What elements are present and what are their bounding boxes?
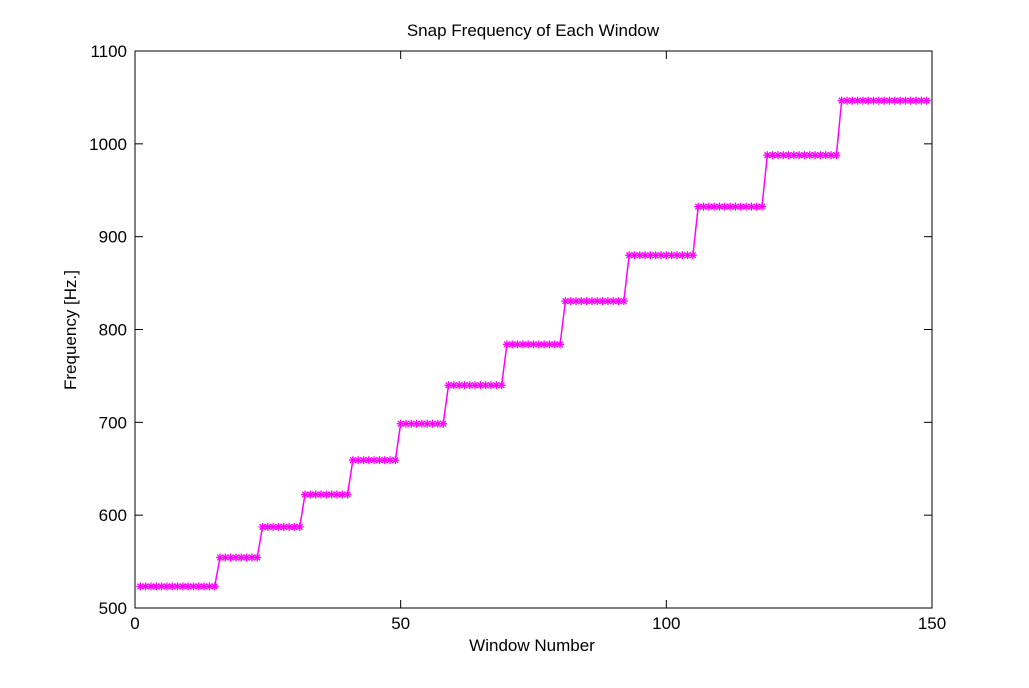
data-point [922, 96, 931, 105]
x-axis-label: Window Number [469, 636, 595, 655]
x-tick-label: 50 [391, 614, 410, 633]
data-point [609, 297, 618, 306]
data-point [513, 340, 522, 349]
data-point [619, 297, 628, 306]
data-point [497, 381, 506, 390]
data-point [805, 151, 814, 160]
data-point [885, 96, 894, 105]
y-tick-label: 1000 [89, 135, 127, 154]
y-tick-label: 600 [99, 506, 127, 525]
data-point [832, 151, 841, 160]
y-tick-label: 800 [99, 321, 127, 340]
data-point [295, 522, 304, 531]
chart-title: Snap Frequency of Each Window [407, 21, 660, 40]
x-tick-label: 150 [918, 614, 946, 633]
data-point [168, 582, 177, 591]
data-point [417, 419, 426, 428]
plot-area [135, 51, 932, 608]
data-point [912, 96, 921, 105]
data-point [906, 96, 915, 105]
data-point [603, 297, 612, 306]
data-point [667, 251, 676, 260]
y-tick-label: 900 [99, 228, 127, 247]
data-point [524, 340, 533, 349]
data-point [173, 582, 182, 591]
data-point [715, 202, 724, 211]
data-point [332, 490, 341, 499]
x-tick-label: 100 [652, 614, 680, 633]
data-point [200, 582, 209, 591]
data-point [439, 419, 448, 428]
data-point [688, 251, 697, 260]
data-point [210, 582, 219, 591]
data-point [279, 522, 288, 531]
data-point [396, 419, 405, 428]
data-point [720, 202, 729, 211]
data-point [178, 582, 187, 591]
data-point [221, 553, 230, 562]
data-point [556, 340, 565, 349]
data-point [343, 490, 352, 499]
y-tick-label: 1100 [90, 42, 127, 61]
data-point [269, 522, 278, 531]
data-point [540, 340, 549, 349]
series-marks [136, 96, 931, 591]
x-tick-label: 0 [130, 614, 139, 633]
axes: 0 50 100 150 500 600 700 800 900 1000 1100 [89, 42, 946, 633]
data-point [858, 96, 867, 105]
data-point [704, 202, 713, 211]
data-point [444, 381, 453, 390]
data-point [550, 340, 559, 349]
data-point [253, 553, 262, 562]
data-point [917, 96, 926, 105]
y-axis-label: Frequency [Hz.] [61, 270, 80, 390]
data-point [757, 202, 766, 211]
data-point [789, 151, 798, 160]
y-tick-label: 700 [99, 413, 127, 432]
y-tick-label: 500 [99, 599, 127, 618]
data-point [731, 202, 740, 211]
data-point [582, 297, 591, 306]
data-point [630, 251, 639, 260]
data-point [290, 522, 299, 531]
data-point [258, 522, 267, 531]
data-point [672, 251, 681, 260]
data-point [391, 456, 400, 465]
